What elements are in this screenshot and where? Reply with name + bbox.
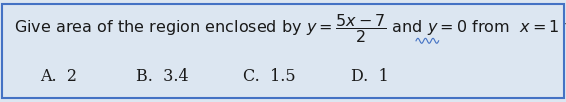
Text: $\mathrm{Give\ area\ of\ the\ region\ enclosed\ by\ }y = \dfrac{5x-7}{2}\mathrm{: $\mathrm{Give\ area\ of\ the\ region\ en… bbox=[14, 12, 566, 45]
Text: C.  1.5: C. 1.5 bbox=[243, 68, 296, 85]
Text: A.  2: A. 2 bbox=[40, 68, 76, 85]
FancyBboxPatch shape bbox=[2, 4, 564, 98]
Text: B.  3.4: B. 3.4 bbox=[136, 68, 188, 85]
Text: D.  1: D. 1 bbox=[351, 68, 389, 85]
